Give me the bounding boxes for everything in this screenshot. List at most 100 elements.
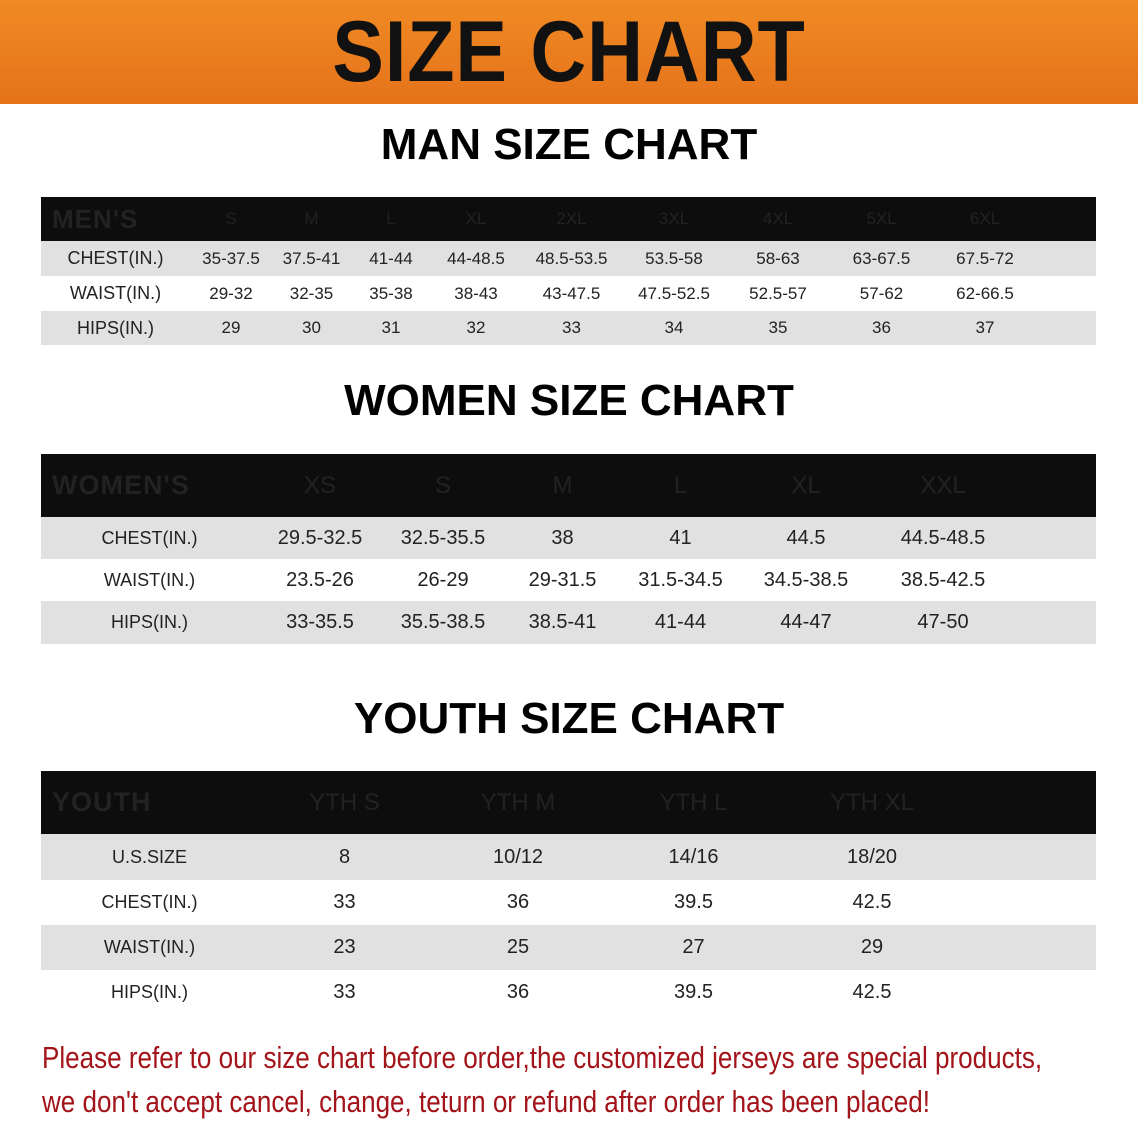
table-cell: 41 [669,526,692,549]
table-cell: 10/12 [492,845,544,868]
size-header: 6XL [969,209,1001,228]
table-cell: 32.5-35.5 [400,526,486,549]
table-cell: 23 [333,936,356,958]
banner: SIZE CHART [0,0,1138,104]
youth-size-table: YOUTH YTH S YTH M YTH L YTH XL U.S.SIZE 8 10/12… [41,771,1096,1015]
size-header: XL [791,471,821,499]
table-row: HIPS(IN.) 33-35.5 35.5-38.5 38.5-41 41-44 44-… [41,601,1096,644]
table-cell: 52.5-57 [749,283,807,303]
table-cell: 39.5 [674,891,713,913]
table-cell: 34.5-38.5 [763,568,849,591]
size-header: XS [303,471,336,499]
size-header: YTH S [309,788,380,816]
header-label: WOMEN'S [52,470,190,500]
header-label: YOUTH [52,787,152,817]
row-label: CHEST(IN.) [101,892,198,912]
size-header: 5XL [866,209,897,228]
row-label: HIPS(IN.) [76,317,154,338]
youth-section-title: YOUTH SIZE CHART [353,694,785,743]
notice-line-1: Please refer to our size chart before or… [42,1040,1043,1075]
men-section-title: MAN SIZE CHART [380,120,758,169]
table-cell: 36 [506,981,530,1003]
table-cell: 31 [381,318,401,337]
table-cell: 32 [466,318,486,337]
size-header: M [304,209,319,228]
table-cell: 33 [333,981,356,1003]
table-cell: 35-38 [369,283,413,303]
size-header: L [386,209,396,228]
row-label: HIPS(IN.) [110,612,188,632]
table-cell: 48.5-53.5 [535,248,608,268]
table-cell: 29-31.5 [528,568,597,591]
table-cell: 36 [506,891,530,913]
table-cell: 44.5-48.5 [900,526,986,549]
table-cell: 38 [551,526,574,549]
size-header: YTH L [659,788,728,816]
table-row: U.S.SIZE 8 10/12 14/16 18/20 [41,834,1096,880]
order-notice: Please refer to our size chart before or… [42,1036,1134,1124]
table-cell: 31.5-34.5 [638,568,723,591]
table-cell: 29.5-32.5 [277,526,363,549]
table-cell: 62-66.5 [956,283,1014,303]
table-cell: 18/20 [846,845,898,868]
table-cell: 53.5-58 [645,248,703,268]
table-cell: 35-37.5 [202,248,260,268]
header-label: MEN'S [52,203,139,234]
table-cell: 47-50 [917,611,969,633]
table-row: CHEST(IN.) 33 36 39.5 42.5 [41,880,1096,925]
table-cell: 25 [506,936,530,958]
size-header: 2XL [556,209,587,228]
table-cell: 63-67.5 [852,248,911,268]
size-header: XXL [920,471,966,499]
table-row: CHEST(IN.) 29.5-32.5 32.5-35.5 38 41 44.5 44.5… [41,517,1096,559]
table-row: WAIST(IN.) 29-32 32-35 35-38 38-43 43-47.5 47.… [41,276,1096,311]
table-cell: 27 [682,936,705,958]
table-cell: 58-63 [756,248,800,268]
table-cell: 32-35 [289,283,334,303]
table-cell: 43-47.5 [542,283,601,303]
table-cell: 41-44 [369,248,413,268]
table-row: WAIST(IN.) 23 25 27 29 [41,925,1096,970]
header-row: YOUTH YTH S YTH M YTH L YTH XL [41,771,1096,834]
table-cell: 44-47 [780,611,832,633]
table-cell: 34 [664,318,684,337]
table-cell: 57-62 [859,283,904,303]
table-cell: 36 [872,318,891,337]
row-label: WAIST(IN.) [103,569,196,590]
table-cell: 42.5 [852,891,892,913]
table-cell: 8 [338,845,351,868]
table-cell: 26-29 [417,568,469,591]
size-header: S [434,471,451,499]
table-cell: 44-48.5 [447,248,505,268]
banner-title: SIZE CHART [332,4,806,100]
table-cell: 33 [562,318,581,337]
row-label: WAIST(IN.) [69,283,162,303]
table-cell: 47.5-52.5 [638,283,710,303]
table-cell: 41-44 [654,611,707,633]
header-row: MEN'S S M L XL 2XL 3XL 4XL 5XL 6XL [41,197,1096,241]
table-cell: 30 [302,318,321,337]
table-row: HIPS(IN.) 29 30 31 32 33 34 35 36 37 [41,311,1096,345]
row-label: CHEST(IN.) [67,248,164,268]
size-header: XL [465,209,487,228]
size-header: L [673,471,688,499]
header-row: WOMEN'S XS S M L XL XXL [41,454,1096,517]
table-cell: 23.5-26 [286,568,354,591]
table-cell: 35.5-38.5 [400,611,486,633]
table-cell: 33-35.5 [286,611,354,633]
table-row: HIPS(IN.) 33 36 39.5 42.5 [41,970,1096,1015]
table-cell: 39.5 [674,981,713,1003]
table-cell: 29 [221,318,241,337]
row-label: CHEST(IN.) [101,527,198,548]
size-header: YTH M [480,788,556,816]
size-header: M [552,471,573,499]
size-header: 3XL [658,209,690,228]
table-cell: 33 [333,891,356,913]
table-cell: 67.5-72 [956,248,1014,268]
men-size-table: MEN'S S M L XL 2XL 3XL 4XL 5XL 6XL CHEST(IN.) 35-37… [41,197,1096,345]
table-cell: 44.5 [786,526,826,549]
table-cell: 14/16 [668,845,719,868]
table-cell: 37 [975,318,995,337]
notice-line-2: we don't accept cancel, change, teturn o… [42,1084,931,1119]
women-section-title: WOMEN SIZE CHART [344,376,794,425]
